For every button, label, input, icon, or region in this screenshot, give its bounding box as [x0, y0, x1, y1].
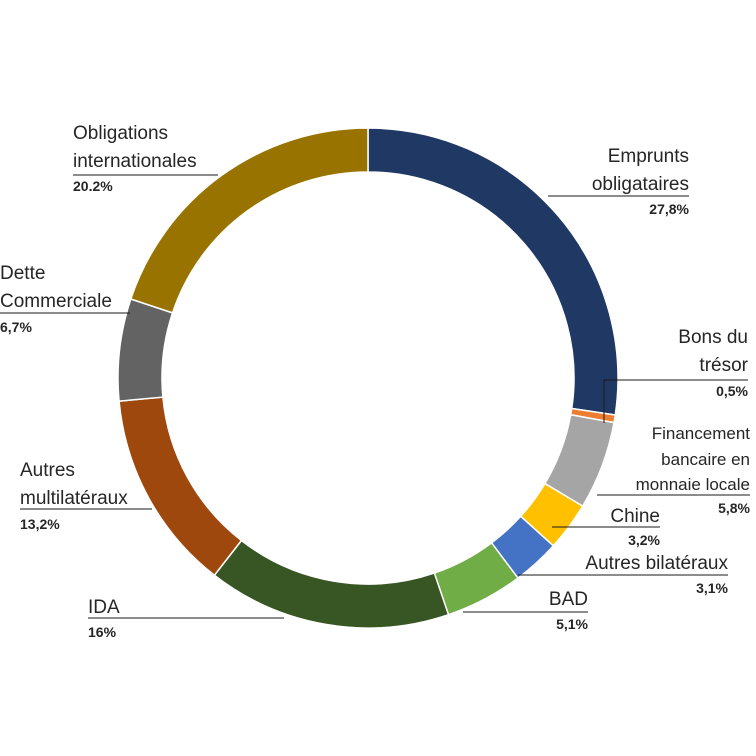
value-label-autres-multilateraux: 13,2% — [20, 516, 60, 532]
category-label-chine-line-1: Chine — [610, 506, 660, 527]
category-label-autres-multilateraux-line-1: Autres — [20, 460, 75, 481]
slice-dette-commerciale — [117, 298, 174, 402]
label-chine: Chine 3,2% — [552, 506, 661, 548]
label-autres-bilateraux: Autres bilatéraux 3,1% — [518, 553, 729, 596]
value-label-emprunts-obligataires: 27,8% — [649, 201, 689, 217]
label-bons-du-tresor: Bons du trésor 0,5% — [603, 327, 749, 423]
category-label-obligations-internationales-line-2: internationales — [73, 151, 197, 172]
value-label-dette-commerciale: 6,7% — [0, 319, 32, 335]
label-ida: IDA 16% — [88, 597, 284, 640]
value-label-financement-bancaire-en-monnaie-locale: 5,8% — [718, 500, 750, 516]
value-label-bons-du-tresor: 0,5% — [716, 383, 748, 399]
value-label-ida: 16% — [88, 624, 117, 640]
category-label-bons-du-tresor-line-1: Bons du — [678, 327, 748, 348]
category-label-bons-du-tresor-line-2: trésor — [699, 355, 748, 376]
slice-obligations-internationales — [129, 127, 369, 314]
category-label-autres-bilateraux-line-1: Autres bilatéraux — [585, 553, 728, 574]
donut-slices — [117, 127, 619, 629]
category-label-autres-multilateraux-line-2: multilatéraux — [20, 488, 128, 509]
slice-autres-multilateraux — [118, 396, 243, 577]
label-obligations-internationales: Obligations internationales 20.2% — [73, 123, 218, 194]
label-emprunts-obligataires: Emprunts obligataires 27,8% — [548, 146, 690, 217]
category-label-financement-bancaire-en-monnaie-locale-line-2: bancaire en — [661, 450, 750, 469]
category-label-obligations-internationales-line-1: Obligations — [73, 123, 168, 144]
value-label-bad: 5,1% — [556, 616, 588, 632]
value-label-autres-bilateraux: 3,1% — [696, 580, 728, 596]
value-label-chine: 3,2% — [628, 532, 660, 548]
slice-emprunts-obligataires — [367, 127, 619, 416]
leader-line-bons-du-tresor — [603, 379, 748, 423]
category-label-financement-bancaire-en-monnaie-locale-line-3: monnaie locale — [636, 475, 750, 494]
category-label-bad-line-1: BAD — [549, 589, 588, 610]
label-autres-multilateraux: Autres multilatéraux 13,2% — [20, 460, 152, 532]
label-dette-commerciale: Dette Commerciale 6,7% — [0, 263, 130, 335]
category-label-emprunts-obligataires-line-2: obligataires — [592, 174, 689, 195]
label-bad: BAD 5,1% — [463, 589, 589, 632]
category-label-dette-commerciale-line-1: Dette — [0, 263, 45, 284]
category-label-dette-commerciale-line-2: Commerciale — [0, 291, 112, 312]
category-label-ida-line-1: IDA — [88, 597, 120, 618]
category-label-financement-bancaire-en-monnaie-locale-line-1: Financement — [652, 424, 751, 443]
slice-ida — [213, 539, 450, 629]
category-label-emprunts-obligataires-line-1: Emprunts — [608, 146, 689, 167]
value-label-obligations-internationales: 20.2% — [73, 178, 113, 194]
label-financement-bancaire-en-monnaie-locale: Financement bancaire en monnaie locale 5,8% — [597, 424, 751, 516]
donut-labels: Emprunts obligataires 27,8% Bons du trésor 0,… — [0, 123, 751, 640]
